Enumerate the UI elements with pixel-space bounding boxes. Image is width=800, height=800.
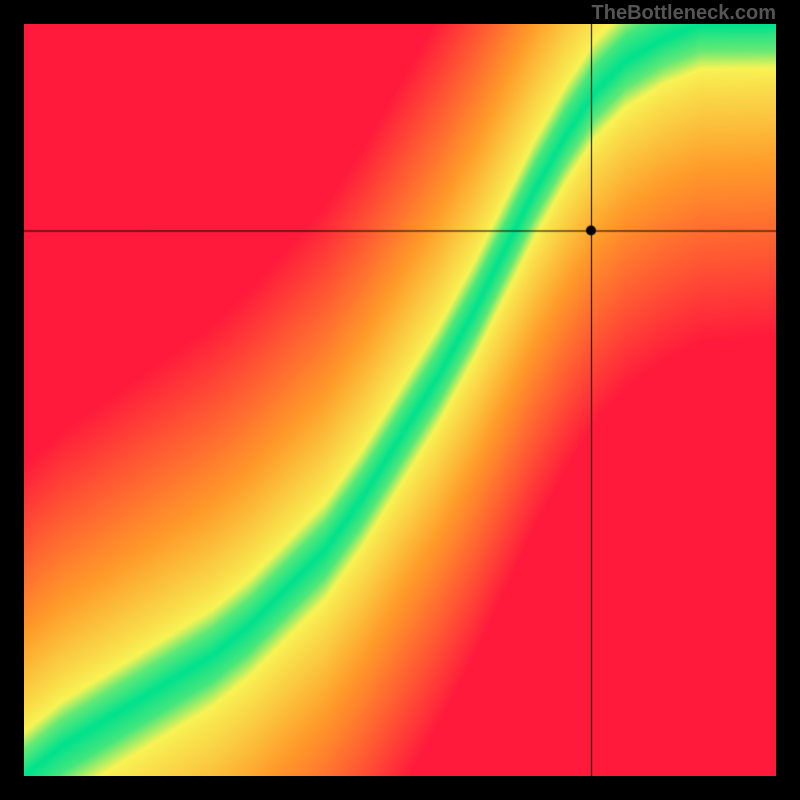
bottleneck-heatmap (24, 24, 776, 776)
chart-container: TheBottleneck.com (0, 0, 800, 800)
watermark-text: TheBottleneck.com (592, 2, 776, 25)
